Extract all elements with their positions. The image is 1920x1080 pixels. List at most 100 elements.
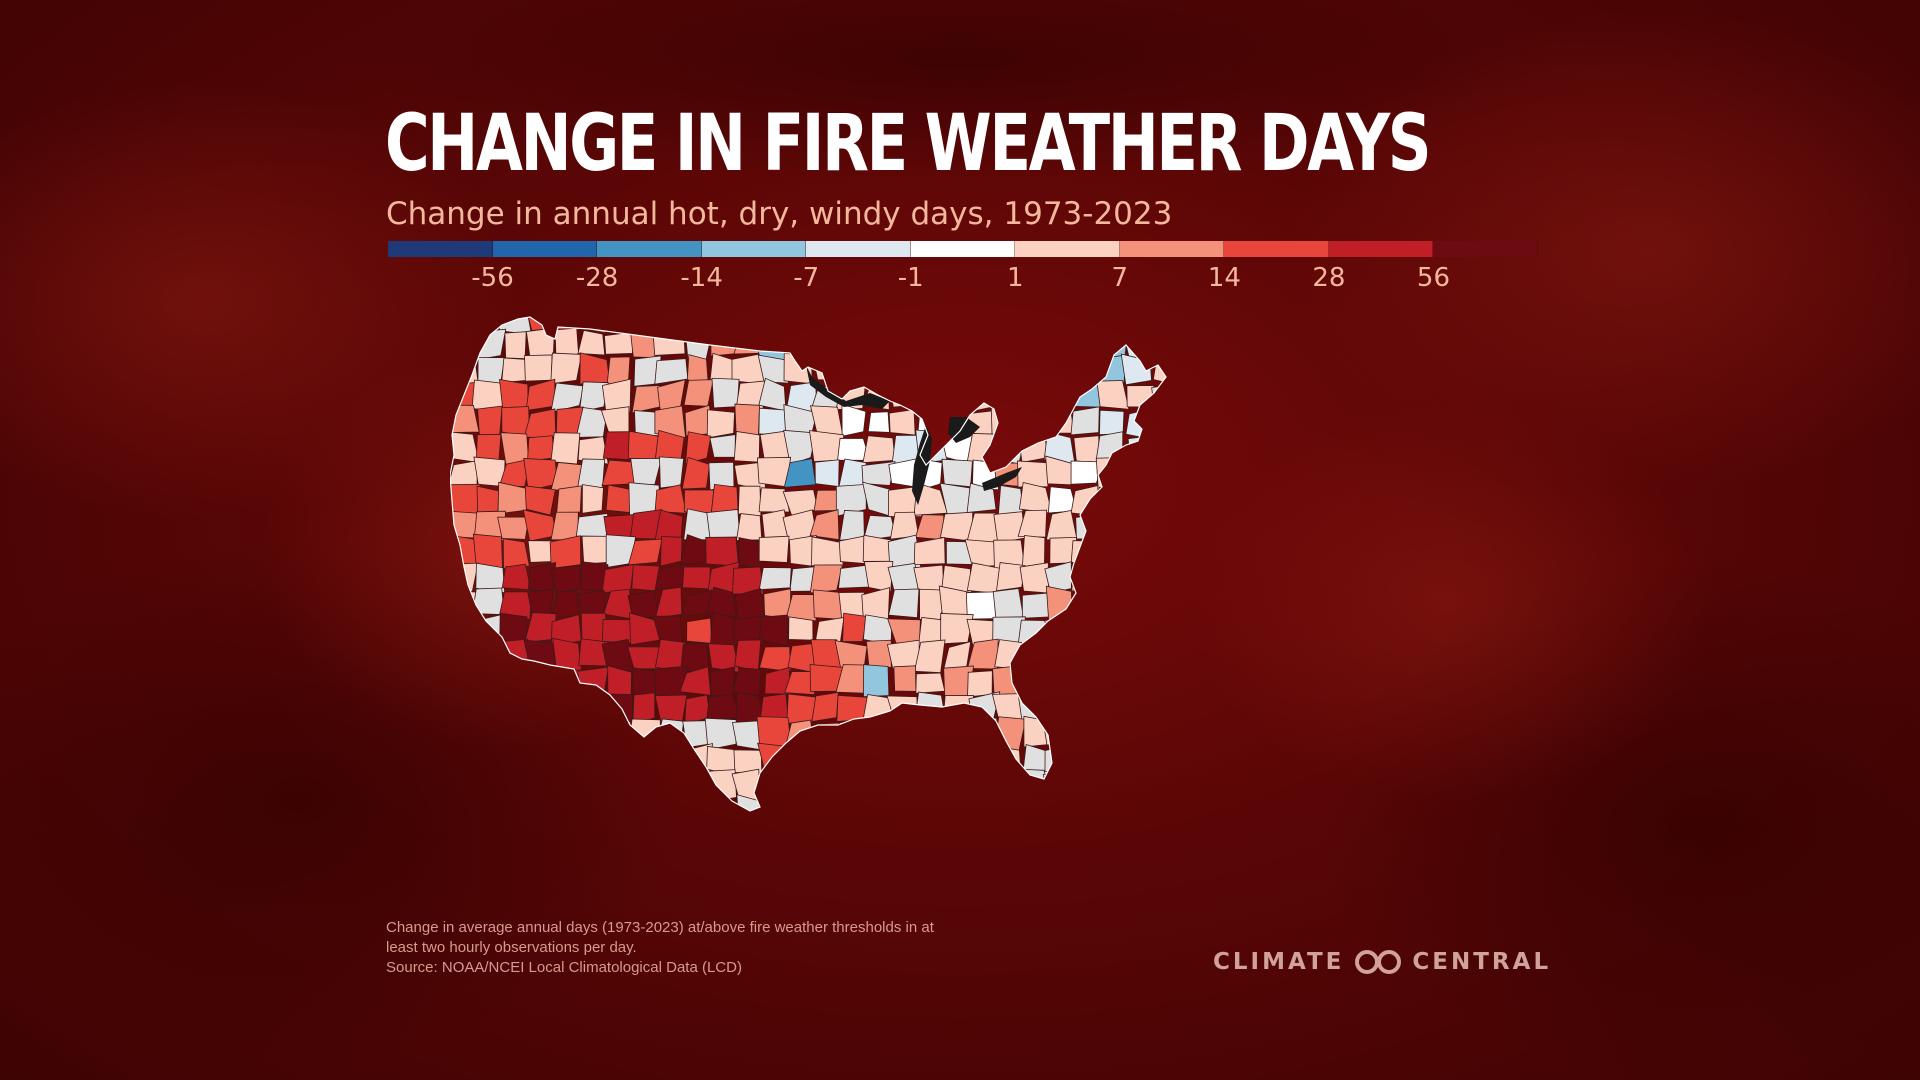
map-region	[811, 536, 844, 567]
map-region	[785, 719, 815, 747]
map-region	[811, 691, 839, 722]
map-region	[939, 794, 972, 811]
map-region	[913, 537, 946, 566]
map-region	[579, 794, 606, 811]
map-region	[654, 563, 688, 590]
map-region	[550, 564, 582, 595]
legend-swatch	[597, 241, 702, 257]
legend-tick-label: 56	[1416, 263, 1450, 293]
map-region	[737, 485, 762, 518]
map-region	[628, 743, 657, 773]
map-region	[940, 613, 974, 645]
climate-central-brand: CLIMATE CENTRAL	[1213, 948, 1551, 976]
map-region	[1097, 486, 1131, 517]
legend-swatch	[492, 241, 598, 257]
map-region	[501, 666, 527, 700]
map-region	[629, 800, 662, 811]
map-region	[992, 664, 1024, 696]
map-region	[788, 616, 814, 641]
map-region	[813, 330, 844, 360]
map-region	[991, 770, 1022, 798]
map-region	[786, 594, 818, 622]
map-region	[497, 591, 532, 621]
map-region	[783, 327, 814, 356]
map-region	[1097, 317, 1127, 332]
map-region	[758, 317, 787, 328]
map-region	[1154, 794, 1166, 811]
map-region	[920, 379, 949, 413]
map-region	[655, 744, 687, 775]
map-region	[657, 379, 686, 411]
map-region	[605, 796, 634, 811]
map-region	[1150, 432, 1166, 463]
map-region	[706, 409, 735, 439]
map-region	[579, 689, 611, 725]
map-region	[1044, 383, 1077, 413]
map-region	[706, 509, 741, 540]
map-region	[1095, 456, 1128, 492]
map-region	[654, 586, 683, 619]
brand-right-text: CENTRAL	[1412, 949, 1552, 975]
map-region	[525, 663, 555, 694]
page-title: CHANGE IN FIRE WEATHER DAYS	[385, 99, 1432, 189]
map-region	[1073, 435, 1100, 464]
map-region	[601, 563, 635, 594]
map-region	[915, 769, 945, 804]
map-region	[842, 612, 868, 642]
map-region	[576, 717, 610, 750]
map-region	[862, 317, 891, 335]
map-region	[526, 742, 557, 778]
map-region	[1122, 317, 1152, 334]
legend-swatch	[1433, 241, 1539, 257]
map-region	[654, 484, 687, 514]
map-region	[992, 716, 1027, 752]
map-region	[1070, 327, 1102, 358]
map-region	[1147, 486, 1166, 516]
map-region	[685, 431, 712, 465]
map-region	[1051, 326, 1072, 356]
map-region	[867, 332, 891, 358]
map-region	[1127, 435, 1154, 461]
map-region	[837, 745, 866, 773]
map-region	[1070, 639, 1103, 670]
map-region	[1070, 406, 1100, 436]
legend-swatch	[1015, 241, 1120, 257]
map-region	[604, 331, 635, 355]
map-region	[704, 717, 737, 751]
map-region	[477, 405, 503, 438]
map-region	[1146, 317, 1166, 334]
map-region	[862, 355, 895, 386]
map-region	[1070, 719, 1102, 748]
map-region	[941, 458, 973, 488]
us-map	[449, 305, 1420, 915]
map-region	[732, 615, 767, 647]
map-region	[1122, 562, 1152, 591]
map-region	[783, 796, 816, 811]
map-region	[1017, 509, 1048, 538]
map-region	[523, 639, 557, 671]
legend-tick-label: -56	[471, 263, 514, 293]
map-region	[1068, 666, 1103, 699]
map-region	[888, 409, 916, 436]
map-region	[1120, 353, 1152, 386]
map-region	[968, 317, 1001, 334]
map-region	[1121, 587, 1150, 621]
map-region	[450, 693, 480, 725]
map-region	[997, 484, 1024, 516]
map-region	[497, 749, 532, 777]
map-region	[1121, 488, 1155, 517]
map-region	[579, 352, 611, 385]
map-region	[890, 716, 919, 747]
map-region	[839, 510, 865, 541]
legend-swatch	[1328, 241, 1434, 257]
map-region	[1148, 767, 1166, 802]
map-region	[914, 514, 945, 541]
map-region	[577, 458, 606, 489]
map-region	[783, 352, 813, 385]
map-region	[888, 380, 917, 408]
map-region	[577, 774, 607, 801]
map-region	[524, 721, 558, 750]
map-region	[706, 694, 741, 721]
map-region	[758, 646, 792, 672]
map-region	[862, 435, 896, 464]
